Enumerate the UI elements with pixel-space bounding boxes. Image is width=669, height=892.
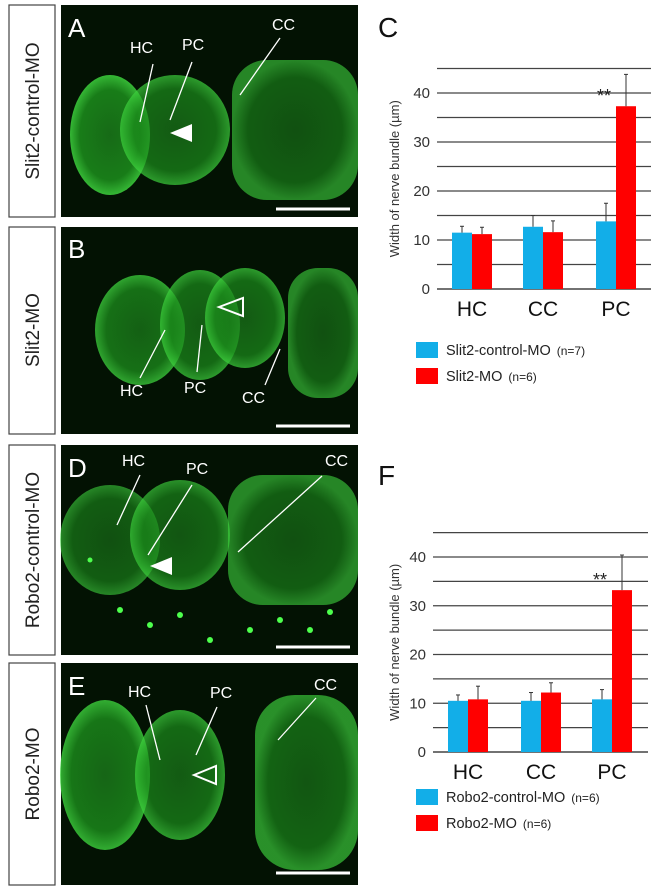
label-pc: PC: [182, 37, 204, 54]
legend-label: Robo2-MO (n=6): [446, 816, 551, 832]
significance-marker: **: [597, 86, 611, 106]
filled-arrowhead-icon: [150, 557, 172, 575]
significance-marker: **: [593, 570, 607, 590]
panel-a: Slit2-control-MO A HC PC CC: [8, 4, 358, 218]
y-tick-label: 20: [413, 183, 430, 200]
legend-n: (n=7): [557, 344, 585, 358]
bar-hc-control: [448, 700, 468, 752]
y-tick-label: 10: [413, 232, 430, 249]
panel-letter: B: [68, 234, 85, 264]
legend-series-name: Slit2-MO: [446, 369, 502, 385]
panel-b: Slit2-MO B HC PC CC: [8, 226, 358, 435]
side-label: Robo2-MO: [23, 728, 44, 821]
bar-pc-control: [592, 699, 612, 752]
legend-label: Slit2-MO (n=6): [446, 369, 537, 385]
x-category-label: CC: [528, 298, 558, 321]
x-category-label: HC: [453, 761, 483, 784]
side-label: Slit2-MO: [23, 293, 44, 367]
x-category-label: CC: [526, 761, 556, 784]
panel-d: Robo2-control-MO D HC PC CC: [8, 444, 358, 656]
y-axis-label: Width of nerve bundle (µm): [387, 564, 402, 721]
filled-arrowhead-icon: [170, 124, 192, 142]
label-cc: CC: [272, 17, 295, 34]
x-category-label: PC: [597, 761, 626, 784]
panel-letter: D: [68, 453, 87, 483]
legend-series-name: Robo2-MO: [446, 816, 517, 832]
bar-hc-control: [452, 232, 472, 289]
y-tick-label: 30: [409, 598, 426, 615]
bar-cc-mo: [541, 692, 561, 752]
legend-series-name: Slit2-control-MO: [446, 343, 551, 359]
label-cc: CC: [314, 677, 337, 694]
chart-f: F 0 10 20 30 40 Width of nerve bundle (µm) HC CC…: [378, 460, 648, 832]
side-label-box: [8, 444, 56, 656]
label-hc: HC: [122, 453, 145, 470]
open-arrowhead-icon: [216, 296, 244, 318]
label-hc: HC: [128, 684, 151, 701]
bar-pc-mo: [616, 106, 636, 289]
panel-letter: A: [68, 13, 86, 43]
label-hc: HC: [130, 40, 153, 57]
legend-label: Slit2-control-MO (n=7): [446, 343, 585, 359]
chart-c: C 0 10 20 30 40 Width of nerve bundle (µm) HC CC…: [378, 12, 651, 385]
label-cc: CC: [242, 390, 265, 407]
label-pc: PC: [186, 461, 208, 478]
bar-hc-mo: [468, 699, 488, 752]
legend-swatch: [416, 342, 438, 358]
legend-swatch: [416, 368, 438, 384]
y-tick-label: 40: [413, 85, 430, 102]
x-category-label: PC: [601, 298, 630, 321]
chart-panel-letter: F: [378, 460, 395, 491]
open-arrowhead-icon: [191, 764, 217, 786]
panel-letter: E: [68, 671, 85, 701]
panel-e: Robo2-MO E HC PC CC: [8, 662, 358, 886]
bar-hc-mo: [472, 234, 492, 289]
legend-swatch: [416, 789, 438, 805]
bar-cc-control: [521, 700, 541, 752]
side-label-box: [8, 226, 56, 435]
label-pc: PC: [184, 380, 206, 397]
bar-cc-control: [523, 226, 543, 289]
y-tick-label: 0: [422, 281, 430, 298]
label-hc: HC: [120, 383, 143, 400]
y-tick-label: 40: [409, 549, 426, 566]
legend-swatch: [416, 815, 438, 831]
legend-label: Robo2-control-MO (n=6): [446, 790, 600, 806]
side-label: Robo2-control-MO: [23, 472, 44, 628]
legend-n: (n=6): [571, 791, 599, 805]
side-label: Slit2-control-MO: [23, 42, 44, 179]
chart-panel-letter: C: [378, 12, 398, 43]
y-tick-label: 30: [413, 134, 430, 151]
x-category-label: HC: [457, 298, 487, 321]
y-tick-label: 0: [418, 744, 426, 761]
label-cc: CC: [325, 453, 348, 470]
side-label-box: [8, 662, 56, 886]
legend-series-name: Robo2-control-MO: [446, 790, 565, 806]
legend-n: (n=6): [523, 817, 551, 831]
bar-pc-control: [596, 221, 616, 289]
fluorescent-dots: [87, 557, 333, 643]
y-axis-label: Width of nerve bundle (µm): [387, 100, 402, 257]
label-pc: PC: [210, 685, 232, 702]
y-tick-label: 20: [409, 647, 426, 664]
legend-n: (n=6): [508, 370, 536, 384]
bar-cc-mo: [543, 232, 563, 289]
bar-pc-mo: [612, 590, 632, 752]
side-label-box: [8, 4, 56, 218]
y-tick-label: 10: [409, 695, 426, 712]
